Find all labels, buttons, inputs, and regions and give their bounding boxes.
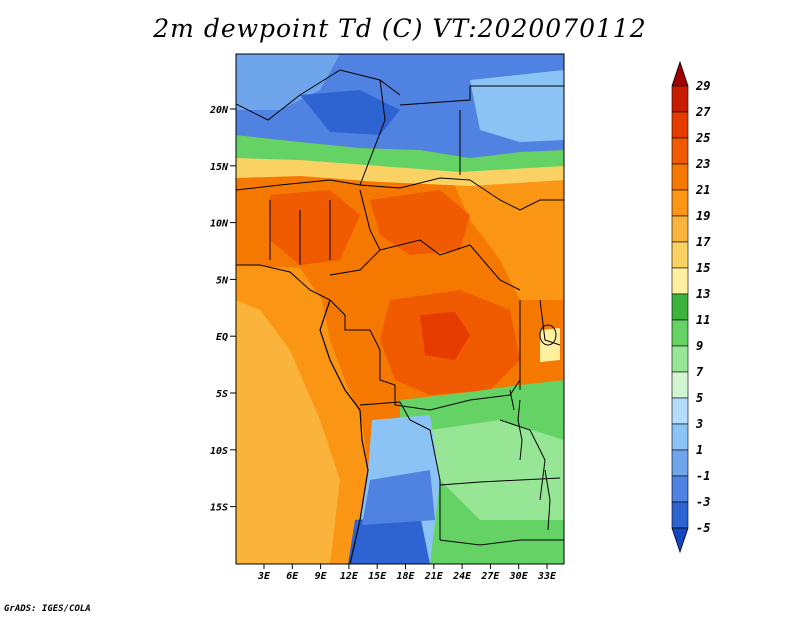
field-core-north <box>370 190 470 255</box>
colorbar-segment <box>671 215 689 243</box>
lat-tick-label: 10S <box>210 446 228 457</box>
colorbar-label: 5 <box>696 391 703 405</box>
colorbar-label: -3 <box>696 495 710 509</box>
field-atlantic-deep <box>236 300 340 564</box>
colorbar-label: 13 <box>696 287 710 301</box>
colorbar-segment <box>671 449 689 477</box>
field-core-hot <box>420 312 470 360</box>
colorbar-segment <box>671 397 689 425</box>
colorbar-label: -5 <box>696 521 710 535</box>
colorbar-bottom-triangle <box>671 527 689 554</box>
colorbar-segment <box>671 85 689 113</box>
lon-tick-label: 6E <box>286 571 299 582</box>
colorbar-label: -1 <box>696 469 710 483</box>
lat-tick-label: 20N <box>209 105 229 116</box>
lat-tick-label: EQ <box>216 332 228 343</box>
colorbar-segment <box>671 137 689 165</box>
colorbar-label: 3 <box>695 417 703 431</box>
colorbar-segment <box>671 293 689 321</box>
colorbar-segment <box>671 189 689 217</box>
colorbar-label: 25 <box>695 131 710 145</box>
colorbar-label: 9 <box>696 339 703 353</box>
colorbar-top-triangle <box>671 60 689 87</box>
field-sahara-dark <box>300 90 400 135</box>
lakes <box>509 324 557 531</box>
lon-tick-label: 12E <box>340 571 359 582</box>
lat-tick-label: 15S <box>210 503 228 514</box>
colorbar-label: 29 <box>695 79 710 93</box>
colorbar-segment <box>671 111 689 139</box>
lon-tick-label: 24E <box>452 571 472 582</box>
lat-tick-label: 5S <box>216 389 228 400</box>
map-frame <box>235 53 565 565</box>
lat-tick-label: 5N <box>216 275 229 286</box>
colorbar-segment <box>671 319 689 347</box>
field-southwest-mid <box>362 470 435 525</box>
colorbar-segment <box>671 267 689 295</box>
country-borders <box>236 69 564 564</box>
longitude-axis: 3E 6E 9E 12E 15E 18E 21E 24E 27E 30E 33E <box>257 564 557 582</box>
colorbar-segment <box>671 423 689 451</box>
field-sahara-east <box>470 70 564 142</box>
lon-tick-label: 15E <box>368 571 387 582</box>
colorbar-segment <box>671 241 689 269</box>
latitude-axis: 20N 15N 10N 5N EQ 5S 10S 15S <box>209 105 236 514</box>
colorbar-label: 17 <box>696 235 711 249</box>
colorbar-label: 1 <box>696 443 703 457</box>
field-southeast-lightgreen <box>430 420 564 520</box>
colorbar-label: 27 <box>695 105 711 119</box>
colorbar-label: 7 <box>696 365 704 379</box>
lat-tick-label: 10N <box>210 219 229 230</box>
lat-tick-label: 15N <box>210 162 229 173</box>
lon-tick-label: 21E <box>424 571 444 582</box>
chart-title: 2m dewpoint Td (C) VT:2020070112 <box>153 14 647 43</box>
lon-tick-label: 18E <box>396 571 415 582</box>
colorbar-segment <box>671 345 689 373</box>
field-southwest-deep <box>348 515 430 564</box>
lon-tick-label: 9E <box>315 571 328 582</box>
colorbar-label: 15 <box>696 261 710 275</box>
colorbar-label: 21 <box>695 183 710 197</box>
field-sahel-yellow <box>236 158 564 186</box>
lon-tick-label: 3E <box>257 571 271 582</box>
lon-tick-label: 27E <box>480 571 500 582</box>
colorbar-segment <box>671 163 689 191</box>
colorbar-label: 11 <box>696 313 710 327</box>
field-sahara-light <box>236 54 340 110</box>
map-field <box>236 54 564 564</box>
lon-tick-label: 33E <box>537 571 557 582</box>
colorbar-segment <box>671 371 689 399</box>
colorbar-segment <box>671 501 689 529</box>
colorbar-label: 19 <box>696 209 710 223</box>
colorbar-segment <box>671 475 689 503</box>
field-core-central <box>270 190 360 265</box>
lon-tick-label: 30E <box>509 571 529 582</box>
colorbar: 29 27 25 23 21 19 17 15 13 11 9 7 5 3 1 -1 -3 -5 <box>671 60 711 554</box>
colorbar-label: 23 <box>695 157 710 171</box>
grads-credit: GrADS: IGES/COLA <box>4 604 91 614</box>
